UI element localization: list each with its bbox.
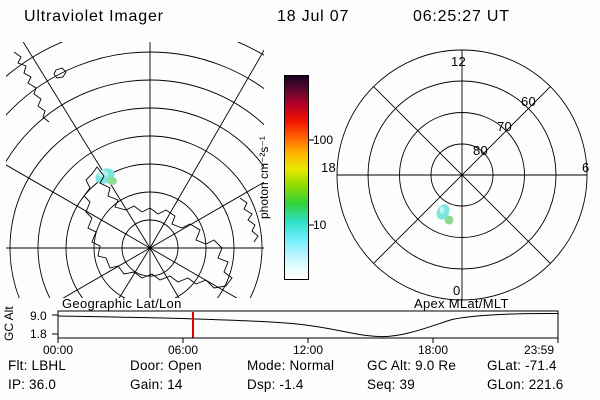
status-door: Door: Open bbox=[130, 358, 202, 373]
time-tick-0600: 06:00 bbox=[167, 343, 199, 357]
colorbar bbox=[284, 75, 309, 280]
time-tick-1200: 12:00 bbox=[292, 343, 324, 357]
gc-alt-strip-chart bbox=[52, 310, 559, 343]
page-title: Ultraviolet Imager bbox=[24, 8, 164, 25]
apex-mlt-18-label: 18 bbox=[321, 160, 337, 175]
apex-mlt-12-label: 12 bbox=[451, 54, 467, 69]
antarctica-coastline bbox=[83, 166, 233, 289]
status-seq: Seq: 39 bbox=[367, 377, 415, 392]
gc-alt-tick-high: 9.0 bbox=[30, 309, 47, 323]
apex-mlt-6-label: 6 bbox=[582, 160, 590, 175]
apex-grid bbox=[336, 49, 588, 301]
status-glat: GLat: -71.4 bbox=[487, 358, 557, 373]
time-tick-1800: 18:00 bbox=[417, 343, 449, 357]
header-date: 18 Jul 07 bbox=[277, 8, 350, 25]
time-tick-2359: 23:59 bbox=[524, 343, 555, 357]
alt-axis-ticks bbox=[52, 314, 58, 335]
status-glon: GLon: 221.6 bbox=[487, 377, 564, 392]
south-america-coastline bbox=[13, 51, 50, 123]
status-mode: Mode: Normal bbox=[247, 358, 335, 373]
aurora-patch-geo bbox=[95, 168, 117, 185]
apex-mlat-70-label: 70 bbox=[497, 119, 513, 134]
coast-island bbox=[53, 67, 67, 79]
gc-alt-axis-label: GC Alt bbox=[2, 306, 16, 342]
geo-lat-lon-grid bbox=[6, 42, 264, 298]
apex-mlat-60-label: 60 bbox=[521, 94, 537, 109]
colorbar-ticks bbox=[309, 139, 314, 226]
coastlines bbox=[13, 51, 259, 289]
colorbar-tick-100: 100 bbox=[313, 133, 334, 147]
gc-alt-curve bbox=[57, 312, 559, 338]
status-gain: Gain: 14 bbox=[130, 377, 183, 392]
apex-plot bbox=[336, 49, 588, 301]
time-tick-0000: 00:00 bbox=[42, 343, 74, 357]
gc-alt-tick-low: 1.8 bbox=[30, 327, 47, 341]
apex-mlat-80-label: 80 bbox=[473, 143, 489, 158]
aurora-patch-apex bbox=[436, 204, 454, 225]
east-coastline bbox=[239, 197, 259, 243]
colorbar-units-label: photon cm⁻²s⁻¹ bbox=[257, 136, 271, 219]
status-ip: IP: 36.0 bbox=[8, 377, 57, 392]
colorbar-tick-10: 10 bbox=[313, 218, 327, 232]
geo-map bbox=[6, 42, 264, 298]
status-dsp: Dsp: -1.4 bbox=[247, 377, 304, 392]
apex-mlt-0-label: 0 bbox=[453, 283, 461, 298]
time-axis-ticks bbox=[57, 338, 559, 343]
status-flt: Flt: LBHL bbox=[8, 358, 67, 373]
header-time: 06:25:27 UT bbox=[413, 8, 510, 25]
geo-panel-caption: Geographic Lat/Lon bbox=[62, 296, 182, 311]
status-gc-alt: GC Alt: 9.0 Re bbox=[367, 358, 457, 373]
apex-panel-caption: Apex MLat/MLT bbox=[414, 296, 509, 311]
